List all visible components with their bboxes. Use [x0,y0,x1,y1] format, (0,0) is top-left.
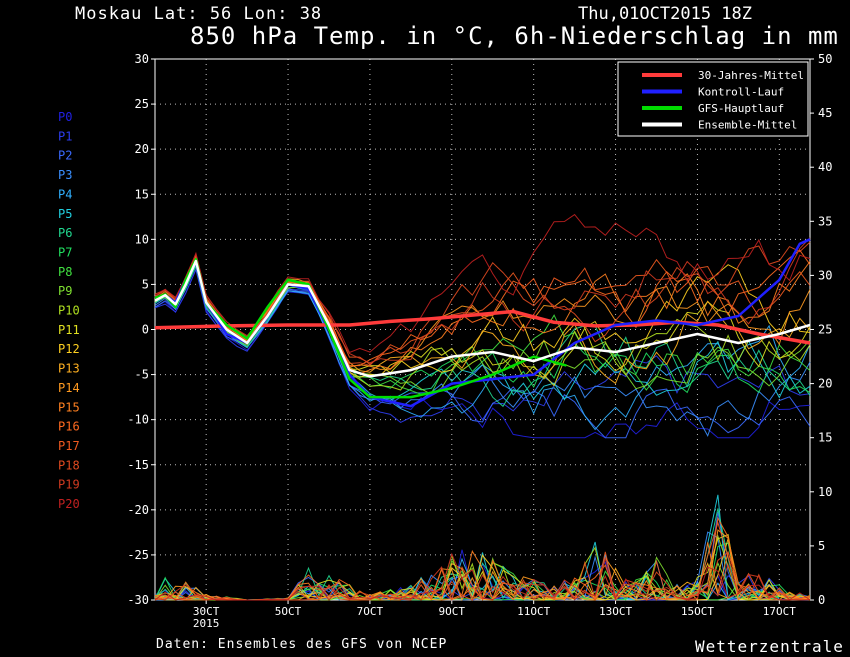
member-label-p8: P8 [58,265,72,279]
x-year-label: 2015 [193,617,220,630]
y-left-tick-label: -10 [127,413,149,427]
y-right-tick-label: 50 [818,52,832,66]
member-label-p1: P1 [58,129,72,143]
x-tick-label: 9OCT [439,605,466,618]
series-ensemble-mittel [154,259,811,378]
x-tick-label: 5OCT [275,605,302,618]
legend-label: Ensemble-Mittel [698,119,797,132]
x-tick-label: 17OCT [763,605,796,618]
member-trace-p1 [154,268,811,423]
y-right-tick-label: 45 [818,106,832,120]
axes: -30 -25 -20 -15 -10 -5 0 5 10 15 20 25 30 0 5 10 15 20 25 3… [127,52,832,630]
y-left-tick-label: 30 [135,52,149,66]
location-label: Moskau Lat: 56 Lon: 38 [75,4,323,24]
legend-label: GFS-Hauptlauf [698,102,784,115]
x-tick-label: 7OCT [357,605,384,618]
legend: 30-Jahres-Mittel Kontroll-Lauf GFS-Hauptla… [617,61,809,137]
y-right-tick-label: 0 [818,593,825,607]
run-datetime: Thu,01OCT2015 18Z [578,4,752,24]
member-label-p5: P5 [58,207,72,221]
highlight-series [154,238,811,408]
y-left-tick-label: 10 [135,232,149,246]
member-label-p0: P0 [58,110,72,124]
precip-trace-p5 [154,494,811,601]
y-right-tick-label: 40 [818,160,832,174]
member-label-p15: P15 [58,400,80,414]
member-label-p2: P2 [58,149,72,163]
member-label-p7: P7 [58,245,72,259]
member-label-p11: P11 [58,323,80,337]
legend-label: Kontroll-Lauf [698,86,784,99]
y-right-tick-label: 15 [818,431,832,445]
y-left-tick-label: 15 [135,187,149,201]
member-trace-p16 [154,249,811,367]
member-labels: P0 P1 P2 P3 P4 P5 P6 P7 P8 P9 P10 P11 P12 P13 P14 P15 P1… [58,110,80,511]
precip-trace-p16 [154,516,811,602]
series-kontroll-lauf [154,238,811,408]
member-label-p14: P14 [58,381,80,395]
precipitation-traces [154,494,811,602]
y-left-tick-label: -25 [127,548,149,562]
y-left-tick-label: -15 [127,458,149,472]
y-left-tick-label: 20 [135,142,149,156]
member-trace-p17 [154,252,811,365]
member-label-p12: P12 [58,342,80,356]
y-right-tick-label: 5 [818,539,825,553]
data-credit: Daten: Ensembles des GFS von NCEP [156,637,448,652]
member-trace-p18 [154,241,811,367]
x-tick-label: 13OCT [599,605,632,618]
member-label-p10: P10 [58,304,80,318]
precip-trace-p20 [154,552,811,601]
x-tick-label: 15OCT [681,605,714,618]
x-tick-label: 11OCT [517,605,550,618]
member-label-p3: P3 [58,168,72,182]
y-left-tick-label: 0 [142,323,149,337]
y-left-tick-label: -5 [135,368,149,382]
chart-title: 850 hPa Temp. in °C, 6h-Niederschlag in … [190,22,839,50]
member-label-p17: P17 [58,439,80,453]
member-label-p4: P4 [58,187,72,201]
brand-label[interactable]: Wetterzentrale [695,637,844,656]
y-right-tick-label: 20 [818,377,832,391]
y-left-tick-label: 25 [135,97,149,111]
y-left-tick-label: -30 [127,593,149,607]
y-right-tick-label: 30 [818,268,832,282]
y-right-tick-label: 25 [818,323,832,337]
member-label-p6: P6 [58,226,72,240]
member-label-p16: P16 [58,420,80,434]
member-label-p9: P9 [58,284,72,298]
member-label-p20: P20 [58,497,80,511]
member-label-p18: P18 [58,458,80,472]
y-left-tick-label: 5 [142,277,149,291]
y-left-tick-label: -20 [127,503,149,517]
y-right-tick-label: 35 [818,214,832,228]
x-tick-label: 30CT [193,605,220,618]
series-gfs-hauptlauf [154,257,567,399]
member-label-p13: P13 [58,362,80,376]
y-right-tick-label: 10 [818,485,832,499]
legend-label: 30-Jahres-Mittel [698,69,804,82]
member-label-p19: P19 [58,478,80,492]
